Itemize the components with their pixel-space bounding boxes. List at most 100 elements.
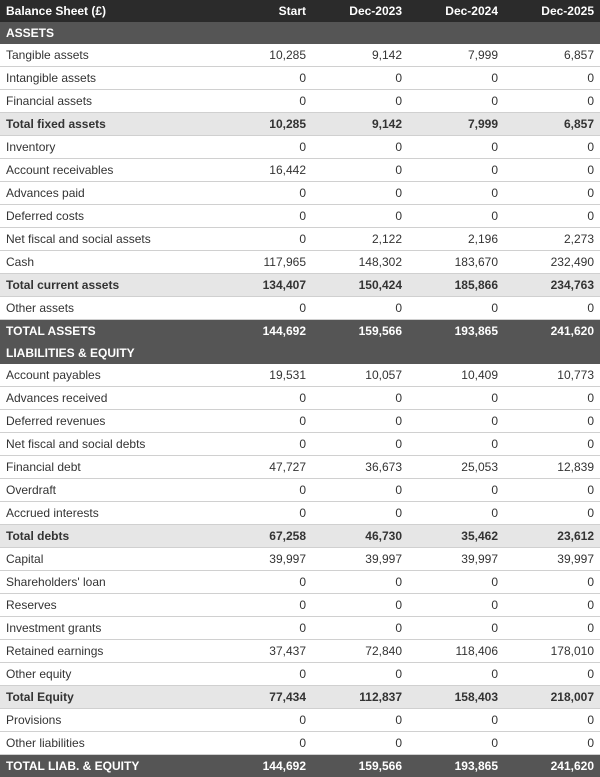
table-row: Cash117,965148,302183,670232,490 [0, 251, 600, 274]
cell-value: 9,142 [312, 113, 408, 136]
cell-value: 0 [408, 205, 504, 228]
cell-value: 0 [504, 663, 600, 686]
table-row: Financial assets0000 [0, 90, 600, 113]
cell-value: 0 [408, 90, 504, 113]
cell-value: 159,566 [312, 755, 408, 777]
table-row: Account receivables16,442000 [0, 159, 600, 182]
cell-value: 218,007 [504, 686, 600, 709]
cell-value: 0 [408, 159, 504, 182]
cell-value: 0 [216, 617, 312, 640]
cell-value: 0 [408, 433, 504, 456]
table-row: Investment grants0000 [0, 617, 600, 640]
table-row: Net fiscal and social assets02,1222,1962… [0, 228, 600, 251]
row-label: Total current assets [0, 274, 216, 297]
cell-value: 0 [216, 732, 312, 755]
cell-value: 0 [504, 205, 600, 228]
cell-value: 10,285 [216, 44, 312, 67]
cell-value: 10,409 [408, 364, 504, 387]
cell-value: 0 [312, 136, 408, 159]
table-row: Provisions0000 [0, 709, 600, 732]
cell-value: 159,566 [312, 320, 408, 343]
cell-value: 0 [504, 433, 600, 456]
row-label: Overdraft [0, 479, 216, 502]
table-row: Net fiscal and social debts0000 [0, 433, 600, 456]
cell-value: 2,273 [504, 228, 600, 251]
row-label: Capital [0, 548, 216, 571]
cell-value: 0 [312, 594, 408, 617]
cell-value: 241,620 [504, 755, 600, 777]
cell-value: 0 [504, 502, 600, 525]
cell-value: 0 [504, 709, 600, 732]
cell-value: 0 [312, 205, 408, 228]
row-label: Total Equity [0, 686, 216, 709]
row-label: Advances paid [0, 182, 216, 205]
cell-value: 0 [504, 617, 600, 640]
cell-value: 0 [216, 410, 312, 433]
row-label: Account receivables [0, 159, 216, 182]
row-label: TOTAL LIAB. & EQUITY [0, 755, 216, 777]
row-label: Net fiscal and social debts [0, 433, 216, 456]
col-header: Dec-2024 [408, 0, 504, 22]
table-row: Deferred costs0000 [0, 205, 600, 228]
row-label: Accrued interests [0, 502, 216, 525]
cell-value: 12,839 [504, 456, 600, 479]
cell-value: 0 [312, 709, 408, 732]
cell-value: 39,997 [408, 548, 504, 571]
cell-value: 232,490 [504, 251, 600, 274]
row-label: Financial debt [0, 456, 216, 479]
cell-value: 0 [216, 663, 312, 686]
cell-value: 0 [312, 663, 408, 686]
cell-value: 0 [408, 732, 504, 755]
cell-value: 0 [408, 67, 504, 90]
cell-value: 0 [504, 90, 600, 113]
cell-value: 0 [216, 67, 312, 90]
table-row: TOTAL LIAB. & EQUITY144,692159,566193,86… [0, 755, 600, 777]
cell-value: 0 [216, 90, 312, 113]
cell-value: 0 [312, 479, 408, 502]
table-row: Overdraft0000 [0, 479, 600, 502]
cell-value: 16,442 [216, 159, 312, 182]
cell-value: 19,531 [216, 364, 312, 387]
row-label: Provisions [0, 709, 216, 732]
cell-value: 35,462 [408, 525, 504, 548]
cell-value: 0 [408, 709, 504, 732]
cell-value: 0 [312, 732, 408, 755]
table-row: LIABILITIES & EQUITY [0, 342, 600, 364]
cell-value: 0 [504, 410, 600, 433]
cell-value: 0 [504, 571, 600, 594]
row-label: Other liabilities [0, 732, 216, 755]
cell-value: 0 [312, 182, 408, 205]
cell-value: 39,997 [312, 548, 408, 571]
table-row: Capital39,99739,99739,99739,997 [0, 548, 600, 571]
cell-value: 0 [216, 709, 312, 732]
table-row: Advances paid0000 [0, 182, 600, 205]
cell-value: 193,865 [408, 320, 504, 343]
cell-value: 0 [408, 136, 504, 159]
table-row: Accrued interests0000 [0, 502, 600, 525]
cell-value: 0 [216, 387, 312, 410]
cell-value: 158,403 [408, 686, 504, 709]
row-label: Advances received [0, 387, 216, 410]
cell-value: 37,437 [216, 640, 312, 663]
cell-value: 144,692 [216, 320, 312, 343]
cell-value: 0 [312, 410, 408, 433]
cell-value: 2,196 [408, 228, 504, 251]
cell-value: 0 [504, 67, 600, 90]
table-row: Reserves0000 [0, 594, 600, 617]
cell-value: 0 [408, 617, 504, 640]
cell-value: 10,057 [312, 364, 408, 387]
cell-value: 0 [408, 502, 504, 525]
cell-value: 150,424 [312, 274, 408, 297]
row-label: Deferred revenues [0, 410, 216, 433]
cell-value: 0 [216, 228, 312, 251]
cell-value: 77,434 [216, 686, 312, 709]
cell-value: 117,965 [216, 251, 312, 274]
cell-value: 7,999 [408, 113, 504, 136]
row-label: Tangible assets [0, 44, 216, 67]
row-label: LIABILITIES & EQUITY [0, 342, 600, 364]
col-header: Dec-2023 [312, 0, 408, 22]
table-row: Retained earnings37,43772,840118,406178,… [0, 640, 600, 663]
cell-value: 0 [408, 387, 504, 410]
cell-value: 0 [408, 410, 504, 433]
table-row: Shareholders' loan0000 [0, 571, 600, 594]
